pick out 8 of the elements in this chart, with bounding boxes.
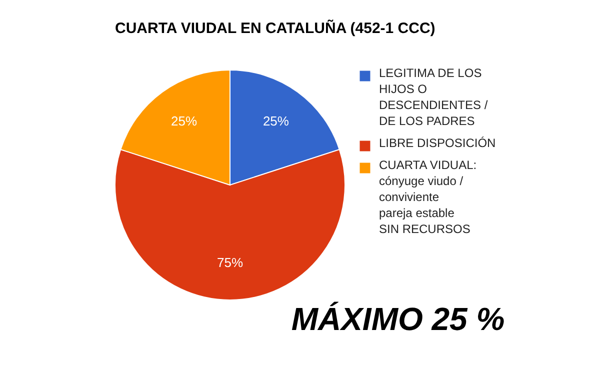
chart-title: CUARTA VIUDAL EN CATALUÑA (452-1 CCC) [115,19,436,37]
data-label: 75% [216,255,244,270]
legend-label: CUARTA VIDUAL: cónyuge viudo / conviviente pareja estable SIN RECURSOS [379,158,477,236]
data-label: 25% [171,114,198,129]
legend-label: LEGITIMA DE LOS HIJOS O DESCENDIENTES / DE LOS PADRES [379,66,488,128]
data-label: 25% [262,114,290,129]
legend-label: LIBRE DISPOSICIÓN [379,136,496,150]
text: MÁXIMO 25 % [291,301,505,337]
